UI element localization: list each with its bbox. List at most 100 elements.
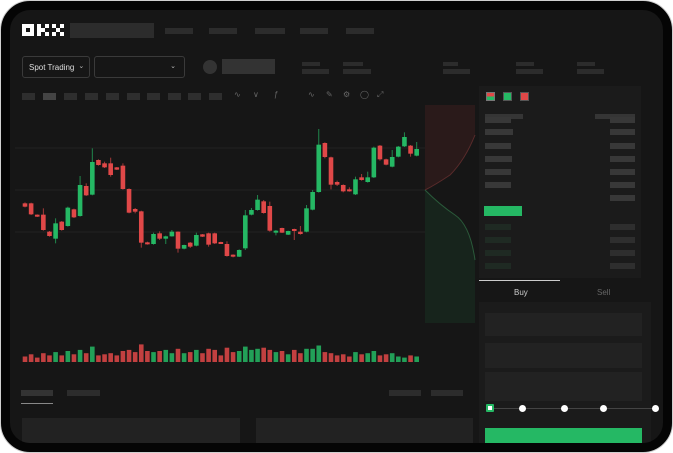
leverage-slider-track[interactable] <box>490 408 655 409</box>
slider-stop[interactable] <box>519 405 526 412</box>
timeframe-button[interactable] <box>43 93 56 100</box>
filter-button[interactable] <box>389 390 421 396</box>
candle-body <box>34 214 40 217</box>
timeframe-button[interactable] <box>147 93 160 100</box>
volume-bar <box>96 355 101 362</box>
slider-stop[interactable] <box>652 405 659 412</box>
okx-logo[interactable] <box>22 24 64 36</box>
fx-icon[interactable]: ƒ <box>274 90 279 99</box>
ask-row-price[interactable] <box>485 169 511 175</box>
volume-bar <box>200 353 205 362</box>
nav-item[interactable] <box>255 28 285 34</box>
orderbook-asks-icon[interactable] <box>520 92 529 101</box>
bid-row-price[interactable] <box>485 263 511 269</box>
volume-bar <box>157 351 162 362</box>
nav-item[interactable] <box>300 28 328 34</box>
bid-row-amount <box>610 237 635 243</box>
orderbook-both-icon[interactable] <box>486 92 495 101</box>
candle-body <box>383 159 389 165</box>
timeframe-button[interactable] <box>209 93 222 100</box>
volume-bar <box>243 346 248 362</box>
amount-input[interactable] <box>485 343 642 368</box>
buy-submit-button[interactable] <box>485 428 642 443</box>
chart-type-icon[interactable]: ∿ <box>234 90 241 99</box>
nav-item[interactable] <box>346 28 374 34</box>
candle-body <box>114 167 120 170</box>
timeframe-button[interactable] <box>22 93 35 100</box>
ask-row-price[interactable] <box>485 143 511 149</box>
chevron-down-icon: ⌄ <box>170 63 176 70</box>
sell-tab[interactable]: Sell <box>597 288 611 297</box>
ask-row-price[interactable] <box>485 129 513 135</box>
nav-item[interactable] <box>209 28 237 34</box>
candle-body <box>236 250 242 257</box>
candle-body <box>365 177 371 182</box>
slider-stop[interactable] <box>561 405 568 412</box>
bid-row-amount <box>610 224 635 230</box>
timeframe-button[interactable] <box>188 93 201 100</box>
ask-row-amount <box>610 143 635 149</box>
volume-bar <box>230 352 236 362</box>
volume-bar <box>383 354 389 362</box>
stat-value <box>443 69 470 74</box>
candle-body <box>53 223 58 239</box>
candle-body <box>389 157 395 167</box>
trend-icon[interactable]: ∿ <box>308 90 315 99</box>
candle-body <box>90 162 95 195</box>
candle-body <box>298 231 303 234</box>
candle-body <box>340 185 346 192</box>
indicator-icon[interactable]: ∨ <box>253 90 259 99</box>
candle-body <box>347 189 352 192</box>
chevron-down-icon: ⌄ <box>78 63 85 70</box>
stat-value <box>302 69 329 74</box>
timeframe-button[interactable] <box>85 93 98 100</box>
volume-bar <box>59 355 65 362</box>
camera-icon[interactable]: ◯ <box>360 90 369 99</box>
depth-bids-line <box>424 189 476 261</box>
candle-body <box>108 163 113 175</box>
nav-item[interactable] <box>165 28 193 34</box>
volume-bar <box>126 349 132 362</box>
open-orders-tab[interactable] <box>21 390 53 396</box>
slider-stop[interactable] <box>600 405 607 412</box>
slider-handle[interactable] <box>486 404 494 412</box>
timeframe-button[interactable] <box>168 93 181 100</box>
stat-value <box>343 69 371 74</box>
candle-body <box>304 208 309 232</box>
orderbook-bids-icon[interactable] <box>503 92 512 101</box>
draw-icon[interactable]: ✎ <box>326 90 333 99</box>
total-input[interactable] <box>485 372 642 401</box>
timeframe-button[interactable] <box>106 93 119 100</box>
candle-body <box>414 149 419 156</box>
bid-row-price[interactable] <box>485 237 511 243</box>
price-input[interactable] <box>485 313 642 336</box>
volume-bar <box>255 348 260 362</box>
volume-bar <box>328 353 334 362</box>
bid-row-price[interactable] <box>485 224 511 230</box>
search-bar[interactable] <box>70 23 154 38</box>
filter-button[interactable] <box>431 390 463 396</box>
volume-bar <box>347 356 352 362</box>
ask-row-price[interactable] <box>485 182 511 188</box>
ask-row-price[interactable] <box>485 156 512 162</box>
buy-tab[interactable]: Buy <box>514 288 528 297</box>
order-history-tab[interactable] <box>67 390 100 396</box>
fullscreen-icon[interactable]: ⤢ <box>377 90 384 99</box>
candlestick-chart[interactable] <box>10 10 480 370</box>
volume-bar <box>175 348 181 362</box>
candle-body <box>353 179 358 195</box>
settings-icon[interactable]: ⚙ <box>343 90 351 99</box>
ask-row-price[interactable] <box>485 117 511 123</box>
pair-select[interactable]: ⌄ <box>94 56 185 78</box>
bid-row-price[interactable] <box>485 250 511 256</box>
volume-bar <box>396 356 401 362</box>
market-type-select[interactable]: Spot Trading ⌄ <box>22 56 90 78</box>
volume-bar <box>371 351 377 362</box>
volume-bar <box>77 349 83 362</box>
okx-logo-mark <box>22 24 64 36</box>
timeframe-button[interactable] <box>127 93 140 100</box>
volume-bar <box>224 347 230 362</box>
volume-bar <box>365 353 371 362</box>
stat-label <box>443 62 458 66</box>
timeframe-button[interactable] <box>64 93 77 100</box>
